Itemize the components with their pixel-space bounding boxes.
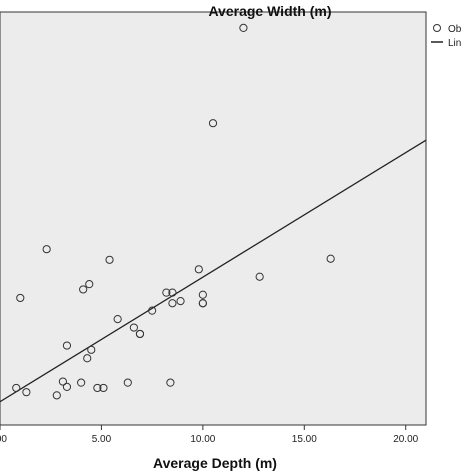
data-points [12,23,335,400]
data-point [194,265,203,274]
data-point [162,288,171,297]
x-axis: .00 5.00 10.00 15.00 20.00 [0,425,419,445]
data-point [16,293,25,303]
x-tick-label: 10.00 [190,434,215,445]
data-point [105,255,114,264]
data-point [42,245,51,254]
data-point [123,378,132,387]
data-point [168,299,177,308]
data-point [208,119,218,128]
data-point [62,382,72,391]
data-point [176,297,185,306]
data-point [326,254,335,263]
data-point [85,280,94,289]
data-point [58,377,67,386]
data-point [87,345,96,354]
fit-lines [0,139,427,403]
data-point [83,354,92,363]
x-tick-label: 5.00 [92,434,112,445]
data-point [22,388,31,397]
data-point [198,290,207,299]
data-point [255,272,264,281]
data-point [113,315,122,324]
chart-title: Average Width (m) [208,3,331,19]
data-point [148,306,157,315]
data-point [93,383,102,393]
data-point [77,378,86,387]
data-point [166,378,175,387]
data-point [129,323,138,332]
legend-marker-observed [433,24,441,32]
x-tick-label: 15.00 [292,434,317,445]
data-point [99,383,108,393]
x-tick-label: 20.00 [393,434,418,445]
x-axis-label: Average Depth (m) [153,455,277,471]
x-tick-label: .00 [0,434,7,445]
legend-label-observed: Ob [448,24,462,35]
plot-area [0,11,427,426]
data-point [135,329,145,339]
fit-line [0,139,427,403]
data-point [52,391,61,400]
data-point [198,299,207,308]
legend: Ob Lin [431,24,462,49]
data-point [168,288,177,297]
data-point [239,23,248,32]
data-point [79,285,88,294]
data-point [62,341,72,350]
legend-label-linear: Lin [448,38,461,49]
data-point [12,383,21,393]
